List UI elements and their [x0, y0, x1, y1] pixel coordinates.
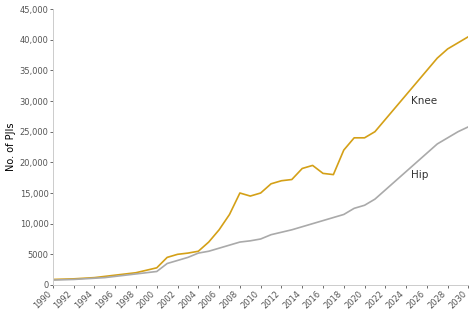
- Text: Knee: Knee: [411, 96, 438, 106]
- Y-axis label: No. of PJIs: No. of PJIs: [6, 123, 16, 171]
- Text: Hip: Hip: [411, 170, 428, 179]
